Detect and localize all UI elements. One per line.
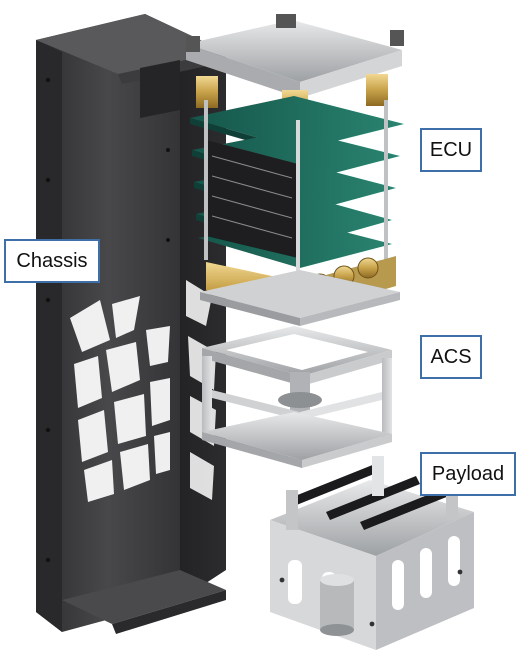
chassis-part bbox=[36, 14, 226, 634]
ecu-label: ECU bbox=[420, 128, 482, 172]
acs-label: ACS bbox=[420, 335, 482, 379]
chassis-label: Chassis bbox=[4, 239, 100, 283]
ecu-stack-part bbox=[186, 14, 404, 326]
acs-part bbox=[202, 326, 392, 468]
payload-label: Payload bbox=[420, 452, 516, 496]
payload-part bbox=[270, 456, 474, 650]
